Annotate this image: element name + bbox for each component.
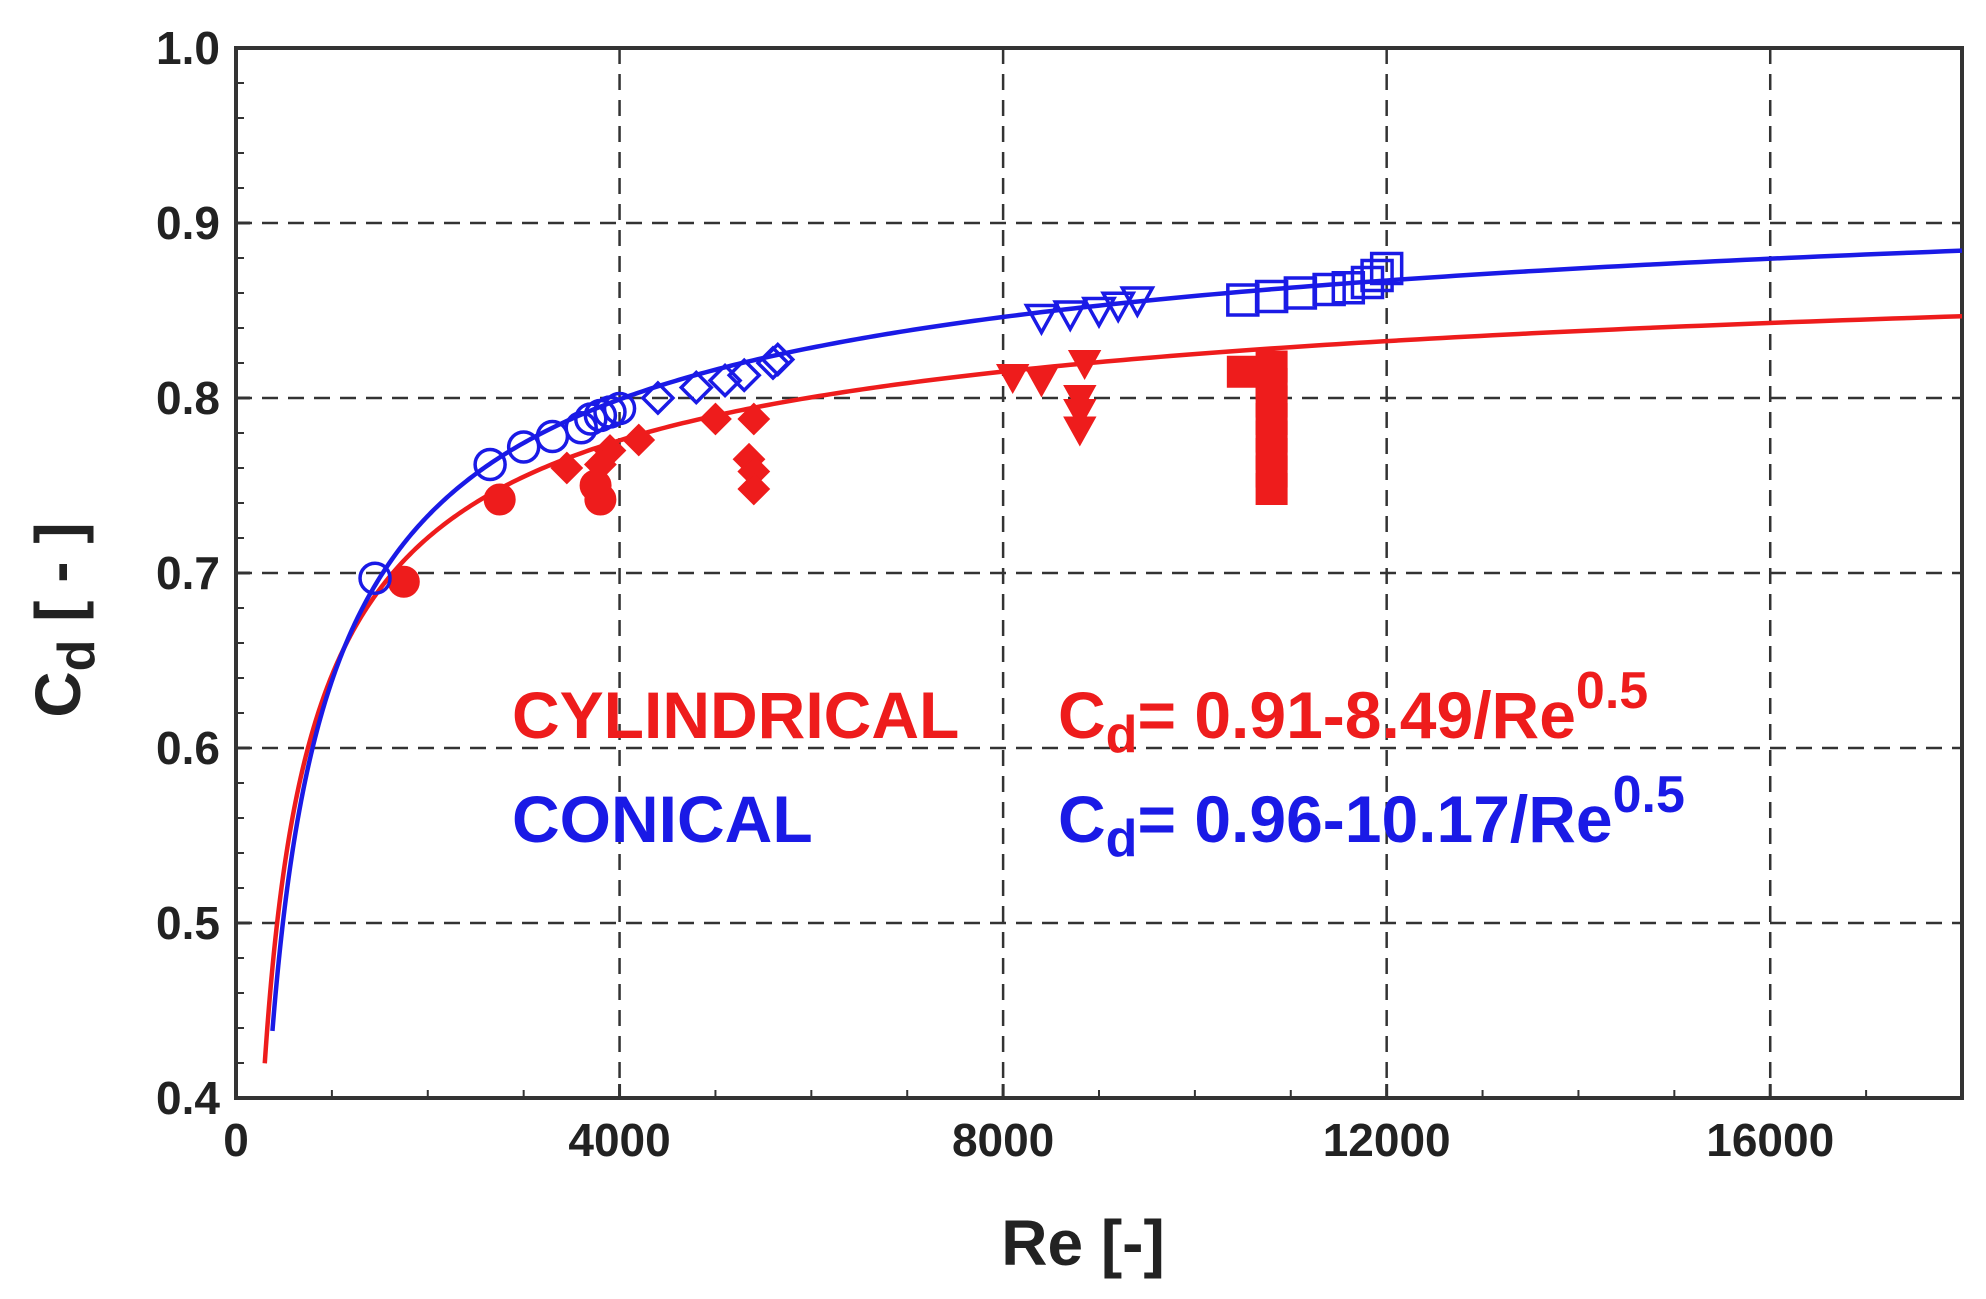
- data-point-cylindrical-circle: [387, 565, 420, 598]
- y-tick-label: 0.5: [156, 897, 220, 949]
- data-point-cylindrical-diamond: [737, 472, 771, 506]
- x-tick-label: 12000: [1323, 1114, 1451, 1166]
- x-tick-label: 8000: [952, 1114, 1054, 1166]
- data-point-conical-circle: [602, 391, 637, 426]
- x-axis-title: Re [-]: [1001, 1207, 1165, 1279]
- x-tick-label: 0: [223, 1114, 249, 1166]
- data-point-cylindrical-triangle-down: [1063, 416, 1097, 447]
- fit-curve-conical: [270, 248, 1963, 1032]
- data-point-cylindrical-diamond: [550, 451, 584, 485]
- y-tick-label: 0.7: [156, 547, 220, 599]
- y-axis-title-unit: [ - ]: [22, 522, 94, 639]
- annotation-cylindrical-equation: Cd= 0.91-8.49/Re0.5: [1058, 662, 1648, 764]
- data-point-cylindrical-triangle-down: [1067, 350, 1102, 381]
- data-point-cylindrical-square: [1226, 355, 1259, 388]
- data-point-conical-square: [1283, 276, 1318, 310]
- y-tick-label: 1.0: [156, 22, 220, 74]
- data-point-cylindrical-square: [1255, 473, 1288, 505]
- annotation-conical: CONICAL Cd= 0.96-10.17/Re0.5: [512, 766, 1685, 868]
- data-point-conical-triangle-down: [1052, 300, 1089, 333]
- annotation-conical-equation: Cd= 0.96-10.17/Re0.5: [1058, 766, 1685, 868]
- data-point-conical-circle: [473, 447, 507, 482]
- data-point-cylindrical-circle: [483, 483, 516, 516]
- data-point-conical-square: [1369, 251, 1404, 286]
- data-point-conical-square: [1312, 272, 1346, 307]
- y-axis-title: Cd [ - ]: [22, 522, 106, 717]
- data-point-cylindrical-diamond: [583, 448, 617, 481]
- data-point-conical-square: [1360, 258, 1394, 293]
- y-tick-label: 0.9: [156, 197, 220, 249]
- data-markers: [358, 251, 1404, 598]
- data-point-conical-circle: [564, 411, 598, 445]
- ticks: 0 4000 8000 12000 16000 0.4 0.5 0.6 0.7 0.8 0.9 1.0: [156, 22, 1868, 1166]
- data-point-conical-diamond: [707, 363, 743, 398]
- data-point-conical-diamond: [678, 370, 714, 405]
- data-point-conical-triangle-down: [1081, 296, 1117, 330]
- data-point-conical-diamond: [726, 357, 762, 393]
- y-axis-title-main: C: [22, 671, 94, 717]
- data-point-conical-diamond: [640, 380, 676, 416]
- fit-curve-cylindrical: [262, 313, 1963, 1064]
- x-tick-label: 16000: [1706, 1114, 1834, 1166]
- annotation-cylindrical: CYLINDRICAL Cd= 0.91-8.49/Re0.5: [512, 662, 1648, 764]
- fit-curves: [262, 248, 1963, 1064]
- annotation-conical-name: CONICAL: [512, 782, 813, 856]
- y-tick-label: 0.6: [156, 722, 220, 774]
- data-point-cylindrical-triangle-down: [1063, 399, 1097, 430]
- data-point-conical-triangle-down: [1119, 286, 1156, 319]
- data-point-conical-triangle-down: [1023, 303, 1060, 337]
- data-point-cylindrical-diamond: [622, 423, 656, 457]
- data-point-cylindrical-diamond: [699, 402, 732, 436]
- y-tick-label: 0.4: [156, 1072, 220, 1124]
- y-tick-label: 0.8: [156, 372, 220, 424]
- data-point-cylindrical-diamond: [737, 402, 771, 436]
- data-point-cylindrical-triangle-down: [996, 364, 1030, 395]
- grid: [236, 48, 1962, 1098]
- annotation-cylindrical-name: CYLINDRICAL: [512, 678, 959, 752]
- data-point-cylindrical-triangle-down: [1024, 367, 1059, 398]
- data-point-conical-triangle-down: [1100, 291, 1137, 324]
- y-axis-title-sub: d: [48, 640, 106, 672]
- data-point-conical-square: [1254, 279, 1289, 314]
- x-tick-label: 4000: [568, 1114, 670, 1166]
- data-point-conical-circle: [358, 561, 392, 595]
- svg-text:Cd [ - ]: Cd [ - ]: [22, 522, 106, 717]
- data-point-conical-circle: [506, 430, 541, 464]
- data-point-conical-diamond: [760, 342, 796, 377]
